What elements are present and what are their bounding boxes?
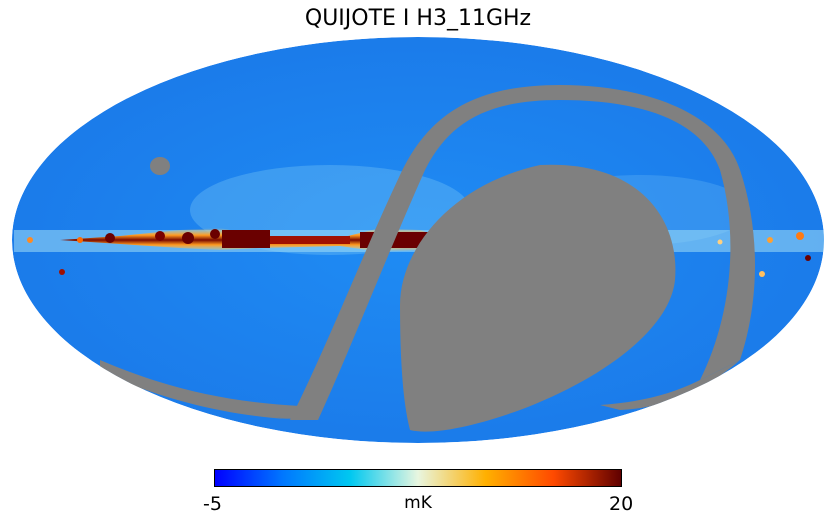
- colorbar: [214, 469, 622, 487]
- masked-spot: [150, 157, 170, 175]
- hot-source: [759, 271, 765, 277]
- hot-source: [805, 255, 811, 261]
- hot-source: [105, 233, 115, 243]
- masked-band: [290, 85, 755, 420]
- colorbar-max-label: 20: [609, 493, 634, 515]
- hot-source: [27, 237, 33, 243]
- colorbar-min-label: -5: [203, 493, 222, 515]
- masked-band: [100, 360, 318, 420]
- hot-source: [182, 232, 194, 244]
- hot-source: [717, 239, 723, 245]
- colorbar-unit-label: mK: [404, 493, 432, 513]
- colorbar-gradient: [215, 470, 621, 486]
- plane-core: [222, 230, 270, 248]
- hot-source: [155, 231, 165, 241]
- masked-region: [400, 164, 676, 432]
- hot-source: [767, 237, 773, 243]
- hot-source: [59, 269, 65, 275]
- hot-source: [210, 229, 220, 239]
- hot-source: [796, 232, 804, 240]
- hot-source: [77, 237, 83, 243]
- map-title: QUIJOTE I H3_11GHz: [304, 6, 532, 31]
- plane-core: [270, 236, 350, 244]
